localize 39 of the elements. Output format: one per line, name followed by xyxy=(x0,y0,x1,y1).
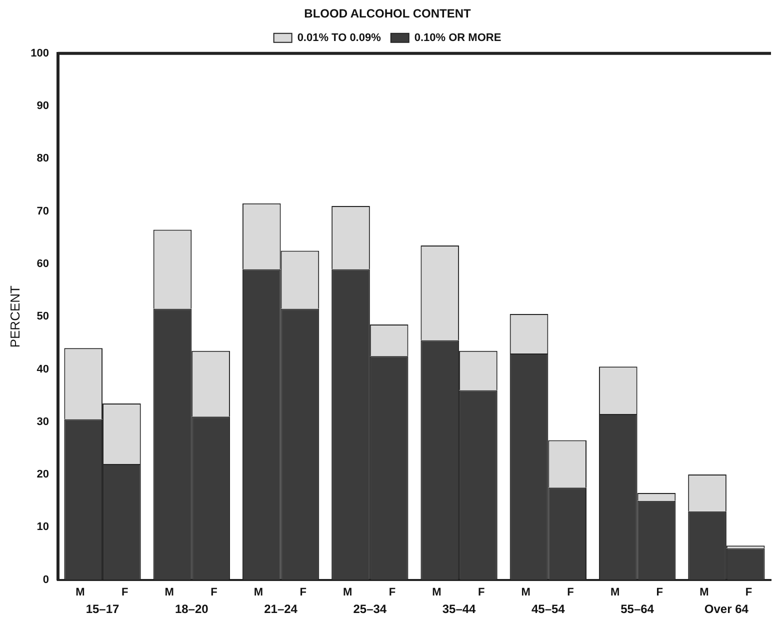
y-tick-label: 40 xyxy=(36,363,49,376)
text: 15–17 xyxy=(86,602,120,616)
x-tick-label: M xyxy=(432,586,442,598)
y-tick-label: 10 xyxy=(36,521,49,534)
y-axis-title: PERCENT xyxy=(7,285,22,348)
x-tick-label: F xyxy=(388,586,396,598)
x-tick-label: M xyxy=(700,586,709,598)
x-tick-label: M xyxy=(610,586,620,598)
y-tick-label: 0 xyxy=(42,574,49,586)
y-tick-label: 60 xyxy=(36,258,49,270)
text: 55–64 xyxy=(620,602,654,616)
text: 21–24 xyxy=(264,602,298,616)
text: 18–20 xyxy=(174,602,209,616)
x-tick-label: M xyxy=(164,586,174,598)
x-tick-label: M xyxy=(521,586,530,598)
y-tick-label: 50 xyxy=(36,310,49,323)
text: 45–54 xyxy=(531,602,566,616)
text: 25–34 xyxy=(353,602,387,616)
y-tick-label: 90 xyxy=(36,100,49,112)
legend-title: BLOOD ALCOHOL CONTENT xyxy=(304,6,472,20)
legend-label: 0.10% OR MORE xyxy=(414,32,502,44)
y-tick-label: 100 xyxy=(30,47,49,60)
y-tick-label: 20 xyxy=(36,468,49,481)
x-tick-label: M xyxy=(76,586,85,598)
text: 35–44 xyxy=(442,602,476,616)
x-tick-label: F xyxy=(121,586,128,598)
y-tick-label: 30 xyxy=(36,416,49,428)
x-tick-label: F xyxy=(656,586,664,598)
x-tick-label: F xyxy=(745,586,752,598)
legend-label: 0.01% TO 0.09% xyxy=(297,32,382,44)
x-tick-label: M xyxy=(254,586,264,598)
x-tick-label: M xyxy=(343,586,352,598)
y-tick-label: 80 xyxy=(36,152,49,165)
x-tick-label: F xyxy=(300,586,307,598)
y-tick-label: 70 xyxy=(36,205,49,218)
x-tick-label: F xyxy=(210,586,218,598)
x-tick-label: F xyxy=(478,586,485,598)
x-tick-label: F xyxy=(567,586,574,598)
text: Over 64 xyxy=(704,602,749,616)
